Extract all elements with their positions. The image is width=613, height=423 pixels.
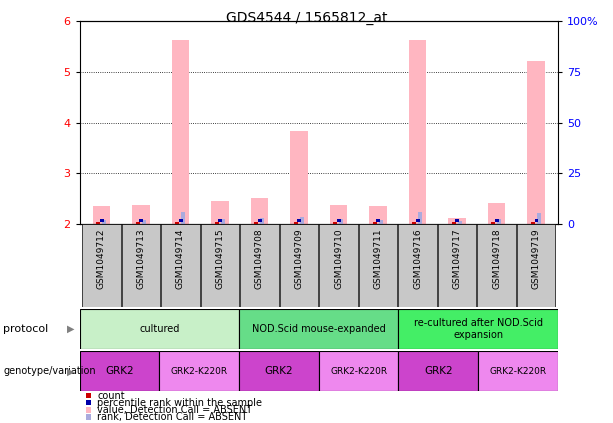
Text: GSM1049715: GSM1049715: [216, 228, 224, 289]
Bar: [300, 217, 304, 224]
Bar: [80, 351, 159, 391]
Bar: [495, 219, 499, 222]
Text: percentile rank within the sample: percentile rank within the sample: [97, 398, 262, 408]
Bar: [239, 351, 319, 391]
Bar: [488, 203, 506, 224]
Bar: [251, 198, 268, 224]
Bar: [418, 212, 422, 224]
Text: GSM1049712: GSM1049712: [97, 228, 106, 289]
Text: protocol: protocol: [3, 324, 48, 334]
Bar: [100, 219, 104, 222]
Bar: [517, 224, 555, 307]
Bar: [413, 222, 416, 224]
Text: rank, Detection Call = ABSENT: rank, Detection Call = ABSENT: [97, 412, 248, 422]
Bar: [398, 351, 478, 391]
Text: cultured: cultured: [139, 324, 180, 334]
Bar: [398, 224, 437, 307]
Bar: [136, 222, 140, 224]
Text: re-cultured after NOD.Scid
expansion: re-cultured after NOD.Scid expansion: [414, 318, 543, 340]
Text: GSM1049710: GSM1049710: [334, 228, 343, 289]
Bar: [379, 220, 383, 224]
Bar: [416, 219, 420, 222]
Bar: [527, 61, 545, 224]
Bar: [333, 222, 337, 224]
Bar: [369, 206, 387, 224]
Bar: [290, 131, 308, 224]
Text: genotype/variation: genotype/variation: [3, 366, 96, 376]
Bar: [139, 219, 143, 222]
Bar: [340, 219, 343, 224]
Text: NOD.Scid mouse-expanded: NOD.Scid mouse-expanded: [252, 324, 386, 334]
Bar: [181, 212, 185, 224]
Text: GSM1049713: GSM1049713: [137, 228, 145, 289]
Bar: [280, 224, 318, 307]
Bar: [93, 206, 110, 224]
Text: ▶: ▶: [67, 324, 75, 334]
Text: value, Detection Call = ABSENT: value, Detection Call = ABSENT: [97, 405, 253, 415]
Bar: [218, 219, 223, 222]
Bar: [319, 224, 358, 307]
Bar: [359, 224, 397, 307]
Text: GRK2-K220R: GRK2-K220R: [330, 367, 387, 376]
Bar: [240, 224, 279, 307]
Bar: [142, 220, 146, 224]
Text: GRK2: GRK2: [424, 366, 452, 376]
Bar: [258, 219, 262, 222]
Bar: [121, 224, 161, 307]
Text: GSM1049717: GSM1049717: [452, 228, 462, 289]
Text: GSM1049716: GSM1049716: [413, 228, 422, 289]
Bar: [161, 224, 200, 307]
Bar: [452, 222, 456, 224]
Bar: [96, 222, 101, 224]
Text: ▶: ▶: [67, 366, 75, 376]
Bar: [159, 351, 239, 391]
Bar: [254, 222, 258, 224]
Bar: [172, 41, 189, 224]
Text: GSM1049714: GSM1049714: [176, 228, 185, 289]
Bar: [409, 41, 427, 224]
Bar: [102, 220, 106, 224]
Bar: [215, 222, 219, 224]
Text: GRK2-K220R: GRK2-K220R: [489, 367, 547, 376]
Bar: [497, 219, 501, 224]
Bar: [261, 218, 264, 224]
Bar: [531, 222, 535, 224]
Bar: [221, 219, 225, 224]
Text: GDS4544 / 1565812_at: GDS4544 / 1565812_at: [226, 11, 387, 25]
Bar: [179, 219, 183, 222]
Bar: [455, 219, 459, 222]
Bar: [373, 222, 377, 224]
Bar: [211, 201, 229, 224]
Bar: [492, 222, 495, 224]
Text: GSM1049708: GSM1049708: [255, 228, 264, 289]
Bar: [438, 224, 476, 307]
Bar: [200, 224, 239, 307]
Bar: [477, 224, 516, 307]
Bar: [458, 221, 462, 224]
Bar: [535, 219, 538, 222]
Bar: [448, 218, 466, 224]
Bar: [398, 309, 558, 349]
Bar: [376, 219, 381, 222]
Text: GRK2: GRK2: [105, 366, 134, 376]
Text: count: count: [97, 390, 125, 401]
Bar: [297, 219, 302, 222]
Bar: [478, 351, 558, 391]
Bar: [82, 224, 121, 307]
Bar: [239, 309, 398, 349]
Text: GSM1049719: GSM1049719: [531, 228, 541, 289]
Text: GSM1049709: GSM1049709: [294, 228, 303, 289]
Bar: [337, 219, 341, 222]
Bar: [537, 212, 541, 224]
Text: GRK2: GRK2: [265, 366, 293, 376]
Bar: [132, 205, 150, 224]
Bar: [175, 222, 179, 224]
Text: GSM1049718: GSM1049718: [492, 228, 501, 289]
Text: GSM1049711: GSM1049711: [373, 228, 383, 289]
Bar: [330, 205, 348, 224]
Bar: [294, 222, 298, 224]
Text: GRK2-K220R: GRK2-K220R: [170, 367, 228, 376]
Bar: [319, 351, 398, 391]
Bar: [80, 309, 239, 349]
